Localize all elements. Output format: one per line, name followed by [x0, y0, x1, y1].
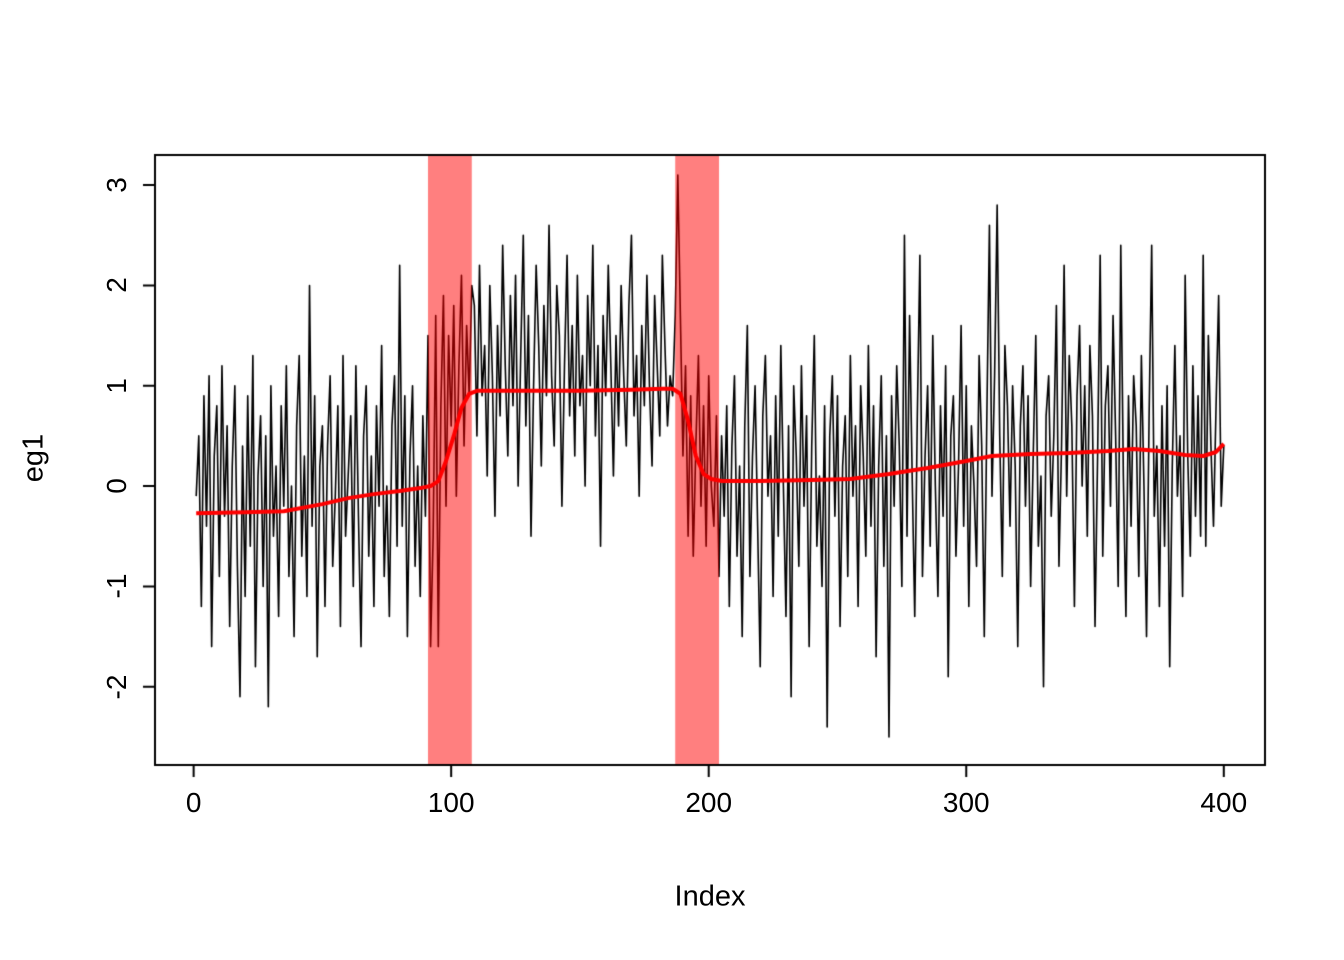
x-tick-label: 400: [1200, 787, 1248, 818]
y-tick-label: -1: [101, 573, 132, 599]
y-axis-label: eg1: [17, 433, 50, 483]
y-tick-label: 0: [101, 478, 132, 494]
x-axis-label: Index: [674, 880, 746, 913]
y-tick-label: 3: [101, 177, 132, 193]
y-tick-label: -2: [101, 674, 132, 700]
x-tick-label: 200: [685, 787, 733, 818]
y-tick-label: 1: [101, 377, 132, 394]
x-tick-label: 100: [427, 787, 475, 818]
x-tick-label: 0: [185, 787, 202, 818]
x-tick-label: 300: [942, 787, 990, 818]
y-tick-label: 2: [101, 277, 132, 294]
